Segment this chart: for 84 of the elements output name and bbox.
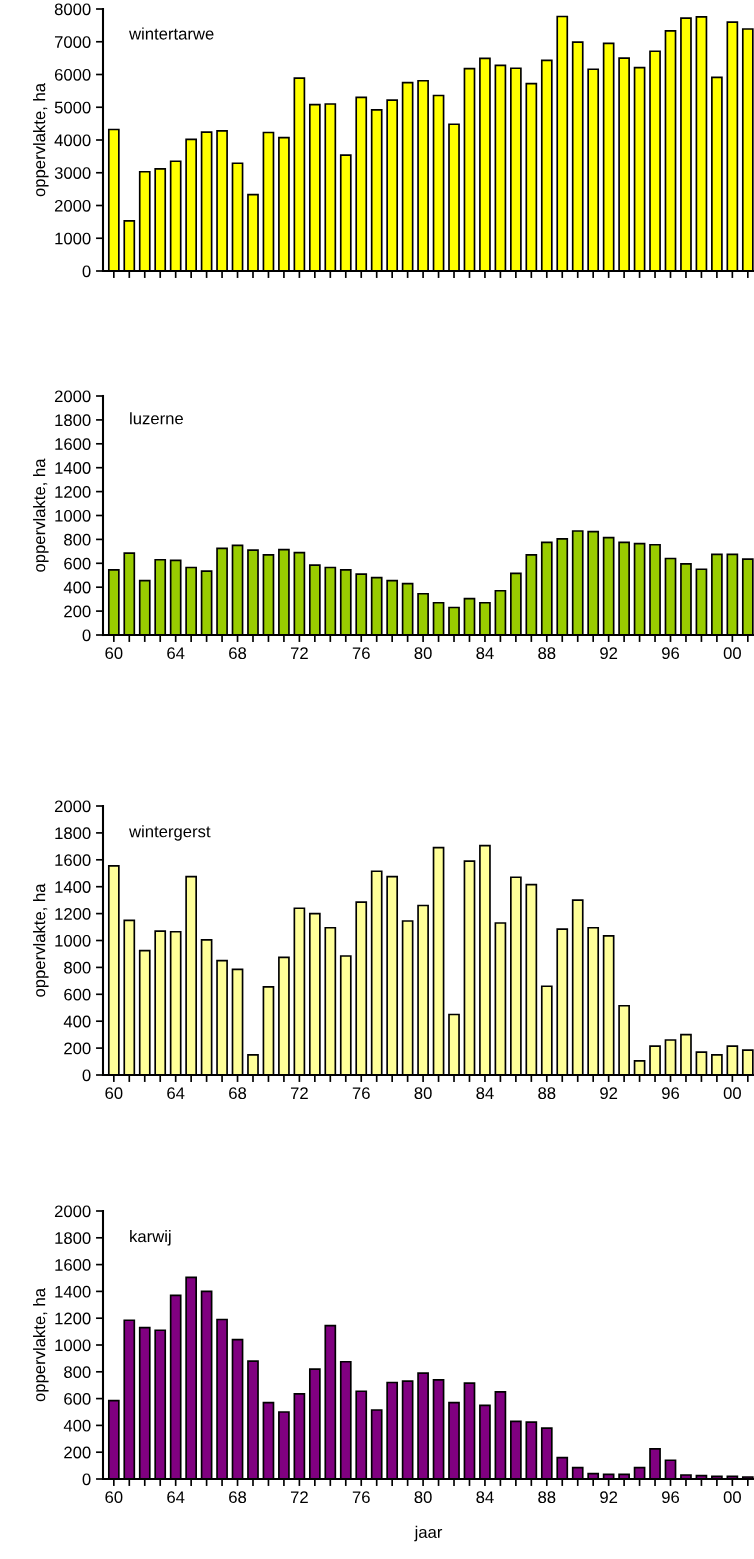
x-tick-label: 64 [167,1087,185,1100]
x-tick-label: 72 [290,1491,308,1503]
y-tick-label: 1000 [55,232,91,245]
x-tick-label: 88 [538,1491,556,1504]
y-tick-label: 1400 [55,881,91,893]
y-tick-label: 800 [64,961,91,974]
x-tick-label: 80 [414,1491,432,1504]
x-tick-label: 00 [723,1491,741,1504]
x-tick-label: 72 [290,647,308,659]
y-tick-label: 5000 [54,101,91,114]
text: karwij [130,1230,171,1246]
y-tick-label: 800 [64,533,91,546]
y-tick-label: 600 [64,557,91,570]
y-tick-label: 6000 [54,68,91,81]
y-tick-label: 2000 [54,1205,91,1218]
x-tick-label: 80 [414,1087,432,1100]
y-tick-label: 1800 [55,827,91,840]
y-tick-label: 800 [64,1366,91,1378]
x-tick-label: 84 [476,1491,494,1504]
y-tick-label: 200 [64,1042,91,1055]
y-tick-label: 1400 [55,1285,91,1298]
x-tick-label: 92 [600,647,618,660]
x-tick-label: 84 [476,647,494,660]
y-tick-label: 0 [82,265,91,278]
x-tick-label: 68 [229,647,247,660]
y-tick-label: 600 [64,1393,91,1405]
text: luzerne [130,412,183,425]
x-tick-label: 76 [352,1491,370,1504]
y-tick-label: 600 [64,988,91,1001]
y-tick-label: 1000 [55,1339,91,1352]
y-tick-label: 1400 [55,462,91,474]
y-axis-title: oppervlakte, ha [33,83,49,197]
y-tick-label: 3000 [54,167,91,179]
x-tick-label: 00 [723,647,741,660]
y-tick-label: 1200 [55,1312,91,1325]
x-tick-label: 76 [352,1087,370,1100]
y-tick-label: 1000 [55,509,91,522]
x-tick-label: 88 [538,647,556,660]
y-tick-label: 1600 [55,438,91,450]
x-tick-label: 88 [538,1087,556,1100]
x-tick-label: 72 [290,1087,308,1099]
y-axis-title: oppervlakte, ha [33,458,49,572]
y-tick-label: 1800 [55,1232,91,1244]
x-tick-label: 76 [352,647,370,660]
x-tick-label: 60 [105,1087,123,1100]
text: wintergerst [129,825,211,841]
y-tick-label: 1800 [55,414,91,427]
x-tick-label: 96 [662,647,680,660]
y-tick-label: 1200 [55,486,91,498]
x-tick-label: 60 [105,1491,123,1504]
y-tick-label: 7000 [54,36,91,48]
x-tick-label: 64 [167,1491,185,1504]
y-tick-label: 2000 [54,800,91,813]
x-tick-label: 68 [229,1087,247,1100]
x-tick-label: 60 [105,647,123,660]
y-tick-label: 8000 [54,3,91,16]
text: wintertarwe [129,27,214,40]
y-tick-label: 0 [82,1069,91,1082]
y-tick-label: 1200 [55,908,91,920]
y-axis-title: oppervlakte, ha [33,883,49,997]
x-tick-label: 80 [414,647,432,660]
x-tick-label: 68 [229,1491,247,1504]
x-tick-label: 84 [476,1087,494,1100]
y-tick-label: 2000 [54,199,91,212]
y-tick-label: 1600 [55,854,91,866]
y-tick-label: 400 [63,581,91,594]
y-tick-label: 200 [64,605,91,618]
x-tick-label: 64 [167,647,185,660]
y-axis-title: oppervlakte, ha [33,1288,49,1402]
y-tick-label: 200 [64,1446,91,1459]
x-tick-label: 92 [600,1087,618,1100]
x-tick-label: 92 [600,1491,618,1504]
y-tick-label: 400 [63,1419,91,1432]
x-axis-title: jaar [414,1525,443,1542]
y-tick-label: 0 [82,1473,91,1486]
y-tick-label: 1600 [55,1259,91,1271]
x-tick-label: 96 [662,1491,680,1504]
x-tick-label: 96 [662,1087,680,1100]
y-tick-label: 2000 [54,390,91,403]
x-tick-label: 00 [723,1087,741,1100]
y-tick-label: 4000 [54,134,91,147]
y-tick-label: 0 [82,629,91,642]
y-tick-label: 1000 [55,934,91,947]
y-tick-label: 400 [63,1015,91,1028]
